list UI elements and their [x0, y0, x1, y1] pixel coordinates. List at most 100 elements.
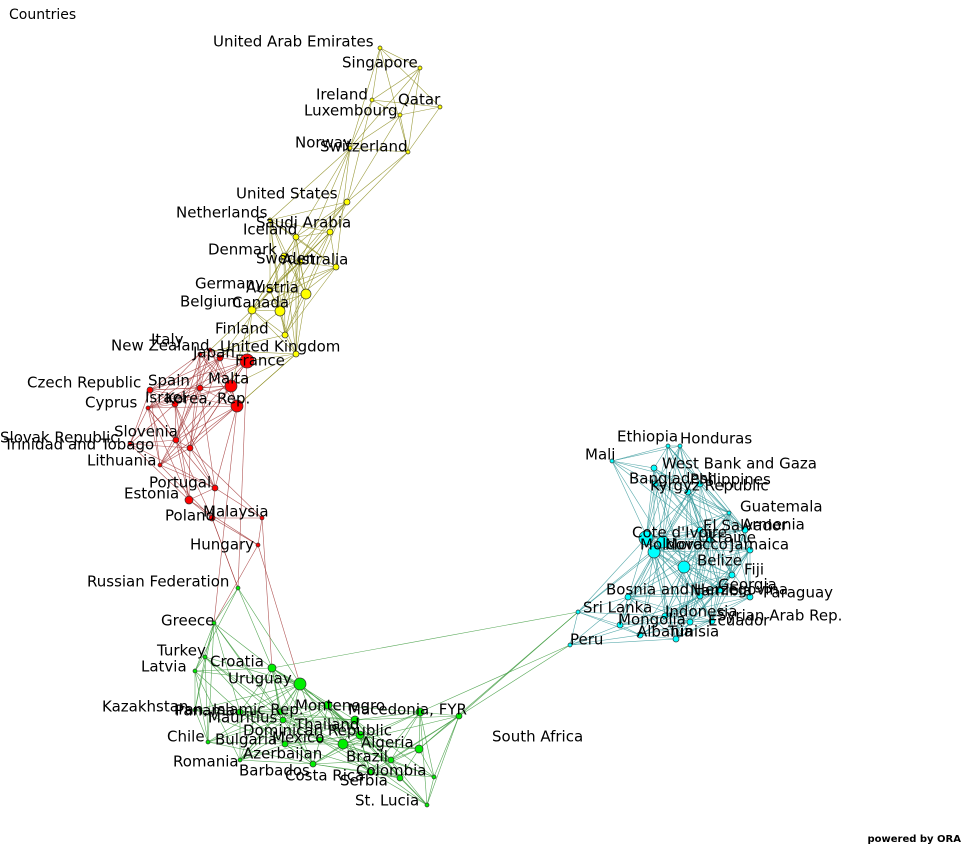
node: [211, 484, 219, 492]
edge: [269, 266, 337, 291]
node-label: Ethiopia: [617, 428, 678, 446]
node-label: Ireland: [316, 86, 368, 104]
edge: [699, 529, 751, 551]
edge: [295, 236, 337, 268]
edge: [664, 615, 713, 622]
edge: [611, 460, 656, 485]
edge: [664, 596, 751, 617]
edge: [639, 595, 701, 636]
edge: [239, 711, 321, 741]
edge: [687, 491, 711, 541]
edge: [319, 739, 371, 773]
edge: [577, 611, 621, 626]
node: [684, 488, 692, 496]
edge: [279, 704, 329, 713]
node-label: Kyrgyz Republic: [650, 477, 769, 495]
edge: [214, 405, 238, 489]
edge: [295, 147, 351, 238]
node-label: Macedonia, FYR: [348, 701, 467, 719]
edge: [731, 529, 746, 576]
node: [696, 526, 704, 534]
edge: [327, 704, 401, 779]
node-label: Georgia: [718, 576, 777, 594]
edge: [407, 67, 421, 153]
edge: [284, 261, 301, 336]
edge: [204, 656, 281, 713]
edge: [619, 596, 629, 626]
node-label: Chile: [167, 728, 205, 746]
edge: [687, 491, 730, 514]
edge: [653, 551, 677, 640]
node-label: Iceland: [243, 221, 297, 239]
edge: [699, 483, 746, 531]
node: [609, 458, 615, 464]
node: [196, 384, 204, 392]
edge: [194, 656, 206, 672]
edge: [728, 512, 751, 598]
node: [677, 560, 691, 574]
node-label: Turkey: [156, 642, 206, 660]
edge: [683, 566, 751, 598]
edge: [699, 483, 733, 576]
node-label: Costa Rica: [285, 767, 364, 785]
edge: [237, 587, 273, 669]
edge: [390, 759, 435, 778]
edge: [312, 711, 421, 765]
edge: [667, 445, 746, 531]
edge: [189, 387, 201, 449]
node-label: Croatia: [210, 653, 264, 671]
edge: [639, 621, 691, 636]
edge: [129, 389, 151, 445]
edge: [683, 549, 751, 568]
node-label: Saudi Arabia: [256, 214, 351, 232]
edge: [744, 529, 751, 551]
node: [677, 443, 683, 449]
node-label: Tunisia: [667, 623, 719, 641]
edge: [129, 439, 177, 445]
node: [224, 379, 238, 393]
edge: [284, 743, 401, 779]
node-label: Germany: [195, 275, 264, 293]
node: [197, 351, 203, 357]
edge: [369, 715, 460, 773]
edge: [269, 255, 285, 291]
edge: [149, 360, 248, 391]
node-label: Algeria: [361, 734, 414, 752]
node-label: Serbia: [340, 772, 388, 790]
edge: [664, 615, 691, 623]
edge: [283, 255, 286, 336]
edge: [699, 595, 751, 598]
node-label: Qatar: [398, 91, 441, 109]
edge: [369, 748, 420, 773]
edge: [189, 447, 263, 519]
edge: [346, 151, 409, 203]
edge: [675, 595, 701, 640]
node-label: Portugal: [149, 474, 211, 492]
node-label: Luxembourg: [304, 102, 398, 120]
edge: [239, 759, 314, 765]
edge: [194, 667, 273, 672]
edge: [129, 443, 216, 489]
node: [337, 738, 349, 750]
node: [387, 756, 395, 764]
node-label: Latvia: [141, 658, 187, 676]
edge: [147, 407, 161, 466]
node-label: Malaysia: [203, 503, 269, 521]
edge: [426, 715, 460, 806]
node-label: El Salvador: [703, 517, 788, 535]
edge: [207, 741, 286, 745]
node-label: Moldova: [640, 536, 703, 554]
edge: [199, 353, 221, 359]
node-label: Sri Lanka: [583, 599, 652, 617]
edge: [194, 656, 206, 711]
node-label: Cote d'Ivoire: [632, 524, 727, 542]
edge: [319, 739, 420, 750]
edge: [619, 615, 666, 626]
edge: [188, 487, 216, 501]
edge: [645, 529, 701, 539]
node: [415, 707, 425, 717]
node: [230, 399, 244, 413]
edge: [219, 289, 271, 359]
edge: [354, 719, 371, 773]
edge: [369, 711, 421, 773]
